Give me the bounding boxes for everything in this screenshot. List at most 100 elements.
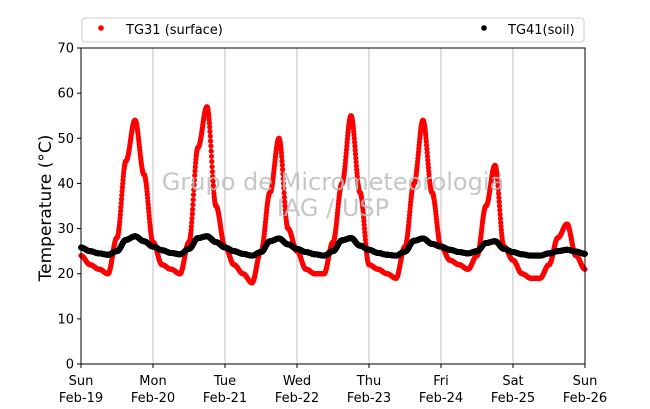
data-point — [353, 159, 359, 165]
data-point — [189, 211, 195, 217]
data-point — [352, 147, 358, 153]
x-tick-label-day: Wed — [283, 374, 311, 389]
x-tick-label-date: Feb-25 — [491, 391, 535, 406]
series-layer — [78, 104, 588, 286]
data-point — [497, 215, 503, 222]
data-point — [361, 225, 368, 232]
watermark: Grupo de Micrometeorologia IAG / USP — [162, 168, 504, 222]
data-point — [210, 182, 216, 189]
data-point — [362, 229, 368, 235]
data-point — [282, 203, 288, 209]
x-tick-label-day: Sat — [502, 374, 523, 389]
data-point — [191, 177, 197, 183]
x-tick-label-day: Thu — [356, 374, 381, 389]
data-point — [496, 199, 502, 205]
y-axis-label: Temperature (°C) — [36, 135, 56, 283]
data-point — [207, 124, 213, 130]
x-tick-label-date: Feb-24 — [419, 391, 463, 406]
data-point — [189, 219, 195, 226]
y-tick-label: 0 — [66, 358, 74, 373]
legend: TG31 (surface) TG41(soil) — [81, 17, 585, 43]
data-point — [192, 164, 198, 170]
data-point — [192, 168, 198, 174]
data-point — [495, 183, 501, 189]
legend-box — [81, 17, 585, 43]
y-tick-label: 20 — [57, 267, 74, 282]
data-point — [188, 223, 194, 230]
data-point — [190, 206, 196, 212]
x-tick-label-date: Feb-26 — [563, 391, 607, 406]
data-point — [279, 154, 285, 160]
data-point — [207, 128, 213, 135]
data-point — [208, 143, 214, 149]
data-point — [118, 208, 124, 214]
data-point — [496, 190, 502, 197]
data-point — [281, 194, 287, 200]
data-point — [361, 218, 367, 224]
data-point — [498, 219, 504, 226]
data-point — [353, 163, 359, 169]
y-axis: 0 10 20 30 40 50 60 70 — [57, 42, 81, 373]
data-point — [424, 153, 431, 159]
x-tick-label-day: Sun — [69, 374, 94, 389]
data-point — [496, 203, 503, 209]
data-point — [280, 166, 286, 173]
x-tick-label-date: Feb-20 — [131, 391, 175, 406]
data-point — [497, 211, 503, 218]
data-point — [210, 173, 216, 180]
grid-lines — [152, 48, 514, 364]
watermark-line-2: IAG / USP — [277, 194, 389, 222]
data-point — [424, 149, 430, 156]
series-tg41-soil — [78, 233, 588, 259]
legend-marker-tg31 — [98, 25, 104, 31]
x-axis: Sun Feb-19 Mon Feb-20 Tue Feb-21 Wed Feb-22 Thu F… — [59, 364, 607, 406]
data-point — [425, 157, 431, 163]
data-point — [209, 164, 215, 170]
data-point — [361, 222, 367, 228]
data-point — [280, 176, 286, 182]
data-point — [281, 185, 287, 191]
y-tick-label: 10 — [57, 312, 74, 327]
data-point — [119, 184, 125, 190]
y-tick-label: 60 — [57, 87, 74, 102]
y-tick-label: 40 — [57, 177, 74, 192]
data-point — [282, 199, 288, 205]
x-tick-label-day: Sun — [573, 374, 598, 389]
data-point — [208, 148, 214, 154]
x-tick-label-date: Feb-22 — [275, 391, 319, 406]
x-tick-label-day: Mon — [139, 374, 166, 389]
legend-label-tg31: TG31 (surface) — [125, 23, 223, 38]
watermark-line-1: Grupo de Micrometeorologia — [162, 168, 504, 196]
data-point — [118, 196, 125, 202]
data-point — [207, 133, 213, 139]
x-tick-label-date: Feb-23 — [347, 391, 391, 406]
y-tick-label: 50 — [57, 132, 74, 147]
legend-marker-tg41 — [481, 25, 487, 31]
data-point — [118, 204, 124, 210]
data-point — [495, 186, 501, 193]
x-tick-label-date: Feb-21 — [203, 391, 247, 406]
x-tick-label-day: Tue — [213, 374, 236, 389]
data-point — [351, 135, 357, 142]
data-point — [208, 138, 214, 144]
data-point — [209, 158, 215, 165]
data-point — [191, 187, 197, 193]
data-point — [352, 143, 358, 149]
data-point — [119, 188, 125, 194]
plot-frame — [80, 47, 586, 365]
data-point — [496, 194, 502, 201]
data-point — [117, 212, 123, 218]
x-tick-label-day: Fri — [433, 374, 449, 389]
data-point — [208, 153, 215, 159]
data-point — [352, 139, 358, 145]
data-point — [279, 158, 285, 164]
data-point — [279, 162, 285, 168]
data-point — [190, 201, 196, 208]
data-point — [191, 182, 197, 188]
data-point — [119, 192, 125, 198]
data-point — [280, 171, 286, 177]
data-point — [352, 151, 359, 157]
data-point — [497, 207, 503, 213]
data-point — [281, 190, 287, 196]
